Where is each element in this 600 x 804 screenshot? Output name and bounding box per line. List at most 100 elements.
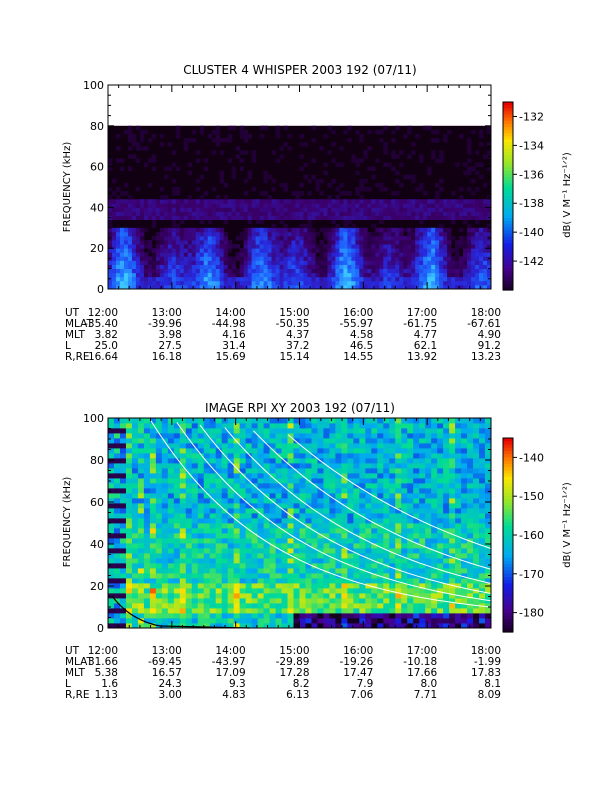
spectrogram-cell [375, 269, 379, 273]
spectrogram-cell [335, 195, 339, 199]
spectrogram-cell [455, 463, 461, 468]
spectrogram-cell [335, 277, 339, 281]
spectrogram-cell [222, 553, 228, 558]
spectrogram-cell [276, 269, 280, 273]
spectrogram-cell [335, 588, 341, 593]
spectrogram-cell [455, 498, 461, 503]
spectrogram-cell [260, 269, 264, 273]
spectrogram-cell [192, 578, 198, 583]
spectrogram-cell [395, 248, 399, 252]
spectrogram-cell [282, 513, 288, 518]
spectrogram-cell [419, 493, 425, 498]
spectrogram-cell [411, 150, 415, 154]
spectrogram-cell [435, 232, 439, 236]
spectrogram-cell [415, 203, 419, 207]
spectrogram-cell [204, 573, 210, 578]
spectrogram-cell [216, 240, 220, 244]
spectrogram-cell [270, 533, 276, 538]
spectrogram-cell [216, 513, 222, 518]
spectrogram-cell [228, 618, 234, 623]
spectrogram-cell [216, 558, 222, 563]
spectrogram-cell [300, 433, 306, 438]
spectrogram-cell [152, 158, 156, 162]
spectrogram-cell [401, 543, 407, 548]
spectrogram-cell [172, 281, 176, 285]
spectrogram-cell [112, 260, 116, 264]
spectrogram-cell [431, 553, 437, 558]
spectrogram-cell [343, 252, 347, 256]
spectrogram-cell [162, 578, 168, 583]
spectrogram-cell [443, 273, 447, 277]
spectrogram-cell [475, 203, 479, 207]
spectrogram-cell [463, 248, 467, 252]
spectrogram-cell [347, 277, 351, 281]
spectrogram-cell [319, 199, 323, 203]
spectrogram-cell [168, 236, 172, 240]
spectrogram-cell [365, 508, 371, 513]
spectrogram-cell [341, 438, 347, 443]
spectrogram-cell [148, 199, 152, 203]
spectrogram-cell [132, 513, 138, 518]
spectrogram-cell [389, 453, 395, 458]
spectrogram-cell [300, 418, 306, 423]
spectrogram-cell [292, 211, 296, 215]
spectrogram-cell [282, 453, 288, 458]
spectrogram-cell [292, 191, 296, 195]
spectrogram-cell [192, 207, 196, 211]
spectrogram-cell [200, 273, 204, 277]
spectrogram-cell [475, 216, 479, 220]
spectrogram-cell [222, 538, 228, 543]
spectrogram-cell [284, 269, 288, 273]
spectrogram-cell [258, 608, 264, 613]
spectrogram-cell [148, 269, 152, 273]
spectrogram-cell [383, 498, 389, 503]
spectrogram-cell [180, 503, 186, 508]
spectrogram-cell [375, 252, 379, 256]
spectrogram-cell [323, 548, 329, 553]
spectrogram-cell [234, 618, 240, 623]
spectrogram-cell [459, 260, 463, 264]
spectrogram-cell [300, 252, 304, 256]
spectrogram-cell [268, 236, 272, 240]
spectrogram-cell [160, 195, 164, 199]
spectrogram-cell [419, 613, 425, 618]
spectrogram-cell [407, 613, 413, 618]
spectrogram-cell [335, 224, 339, 228]
spectrogram-cell [156, 216, 160, 220]
spectrogram-cell [162, 608, 168, 613]
spectrogram-cell [234, 603, 240, 608]
spectrogram-cell [407, 277, 411, 281]
spectrogram-cell [176, 224, 180, 228]
spectrogram-cell [152, 224, 156, 228]
spectrogram-cell [329, 528, 335, 533]
spectrogram-cell [196, 269, 200, 273]
spectrogram-cell [148, 158, 152, 162]
spectrogram-cell [210, 528, 216, 533]
spectrogram-cell [138, 448, 144, 453]
spectrogram-cell [305, 618, 311, 623]
spectrogram-cell [276, 240, 280, 244]
spectrogram-cell [443, 503, 449, 508]
spectrogram-cell [108, 248, 112, 252]
spectrogram-cell [144, 423, 150, 428]
spectrogram-cell [292, 236, 296, 240]
spectrogram-cell [311, 232, 315, 236]
spectrogram-cell [152, 199, 156, 203]
spectrogram-cell [138, 503, 144, 508]
spectrogram-cell [156, 438, 162, 443]
spectrogram-cell [311, 203, 315, 207]
spectrogram-cell [162, 538, 168, 543]
spectrogram-cell [377, 443, 383, 448]
spectrogram-cell [174, 548, 180, 553]
spectrogram-cell [375, 277, 379, 281]
spectrogram-cell [449, 608, 455, 613]
spectrogram-cell [184, 273, 188, 277]
spectrogram-cell [479, 236, 483, 240]
spectrogram-cell [379, 228, 383, 232]
spectrogram-cell [323, 468, 329, 473]
spectrogram-cell [455, 260, 459, 264]
spectrogram-cell [459, 134, 463, 138]
spectrogram-cell [234, 418, 240, 423]
spectrogram-cell [280, 281, 284, 285]
spectrogram-cell [282, 448, 288, 453]
